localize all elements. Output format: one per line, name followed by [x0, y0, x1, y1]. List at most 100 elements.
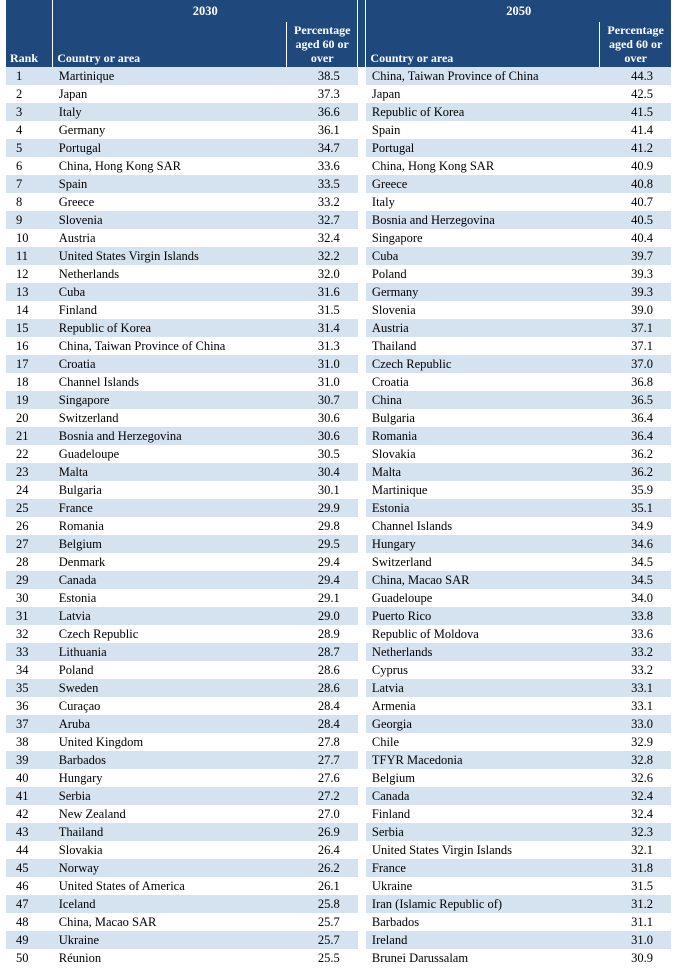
cell-separator [358, 319, 366, 337]
cell-country-2030: Republic of Korea [53, 319, 287, 337]
cell-pct-2050: 32.9 [600, 733, 671, 751]
cell-rank: 32 [6, 625, 53, 643]
table-row: 25France29.9Estonia35.1 [6, 499, 671, 517]
table-row: 10Austria32.4Singapore40.4 [6, 229, 671, 247]
cell-pct-2050: 30.9 [600, 949, 671, 967]
table-row: 15Republic of Korea31.4Austria37.1 [6, 319, 671, 337]
cell-separator [358, 193, 366, 211]
table-row: 36Curaçao28.4Armenia33.1 [6, 697, 671, 715]
cell-country-2030: China, Taiwan Province of China [53, 337, 287, 355]
cell-separator [358, 265, 366, 283]
cell-pct-2030: 26.4 [287, 841, 358, 859]
table-row: 42New Zealand27.0Finland32.4 [6, 805, 671, 823]
cell-country-2030: Bosnia and Herzegovina [53, 427, 287, 445]
cell-country-2030: Switzerland [53, 409, 287, 427]
cell-rank: 2 [6, 85, 53, 103]
table-row: 43Thailand26.9Serbia32.3 [6, 823, 671, 841]
cell-rank: 29 [6, 571, 53, 589]
cell-pct-2030: 36.6 [287, 103, 358, 121]
cell-pct-2030: 30.6 [287, 409, 358, 427]
cell-rank: 17 [6, 355, 53, 373]
cell-separator [358, 481, 366, 499]
cell-pct-2050: 41.2 [600, 139, 671, 157]
table-row: 16China, Taiwan Province of China31.3Tha… [6, 337, 671, 355]
cell-rank: 37 [6, 715, 53, 733]
cell-pct-2050: 35.9 [600, 481, 671, 499]
table-row: 48China, Macao SAR25.7Barbados31.1 [6, 913, 671, 931]
header-separator [358, 0, 366, 22]
cell-separator [358, 841, 366, 859]
cell-separator [358, 643, 366, 661]
header-country-2030: Country or area [53, 22, 287, 67]
aging-table: 2030 2050 Rank Country or area Percentag… [6, 0, 671, 967]
cell-country-2030: Greece [53, 193, 287, 211]
cell-pct-2030: 29.5 [287, 535, 358, 553]
cell-rank: 34 [6, 661, 53, 679]
cell-pct-2050: 33.0 [600, 715, 671, 733]
cell-separator [358, 895, 366, 913]
cell-country-2030: Hungary [53, 769, 287, 787]
cell-separator [358, 787, 366, 805]
header-separator [358, 22, 366, 67]
cell-pct-2050: 37.1 [600, 337, 671, 355]
cell-pct-2030: 27.2 [287, 787, 358, 805]
cell-country-2050: Slovenia [366, 301, 600, 319]
table-row: 6China, Hong Kong SAR33.6China, Hong Kon… [6, 157, 671, 175]
header-pct-2050: Percentage aged 60 or over [600, 22, 671, 67]
table-row: 28Denmark29.4Switzerland34.5 [6, 553, 671, 571]
cell-country-2030: Austria [53, 229, 287, 247]
table-body: 1Martinique38.5China, Taiwan Province of… [6, 67, 671, 967]
cell-country-2030: Aruba [53, 715, 287, 733]
cell-pct-2030: 31.5 [287, 301, 358, 319]
cell-country-2050: China [366, 391, 600, 409]
cell-country-2030: Channel Islands [53, 373, 287, 391]
cell-pct-2030: 30.4 [287, 463, 358, 481]
cell-rank: 44 [6, 841, 53, 859]
cell-pct-2050: 33.2 [600, 661, 671, 679]
table-row: 3Italy36.6Republic of Korea41.5 [6, 103, 671, 121]
cell-rank: 28 [6, 553, 53, 571]
cell-pct-2050: 31.2 [600, 895, 671, 913]
cell-separator [358, 391, 366, 409]
table-row: 21Bosnia and Herzegovina30.6Romania36.4 [6, 427, 671, 445]
cell-country-2050: China, Hong Kong SAR [366, 157, 600, 175]
cell-rank: 21 [6, 427, 53, 445]
cell-separator [358, 67, 366, 85]
cell-country-2050: Iran (Islamic Republic of) [366, 895, 600, 913]
cell-separator [358, 229, 366, 247]
cell-rank: 31 [6, 607, 53, 625]
cell-country-2050: Czech Republic [366, 355, 600, 373]
cell-pct-2030: 31.0 [287, 373, 358, 391]
cell-separator [358, 931, 366, 949]
cell-country-2030: Finland [53, 301, 287, 319]
cell-country-2050: Puerto Rico [366, 607, 600, 625]
cell-country-2050: Netherlands [366, 643, 600, 661]
cell-separator [358, 697, 366, 715]
cell-separator [358, 571, 366, 589]
cell-pct-2050: 34.5 [600, 553, 671, 571]
year-header-blank [6, 0, 53, 22]
cell-separator [358, 499, 366, 517]
table-row: 39Barbados27.7TFYR Macedonia32.8 [6, 751, 671, 769]
year-header-2030: 2030 [53, 0, 358, 22]
cell-pct-2030: 28.6 [287, 661, 358, 679]
cell-country-2030: Netherlands [53, 265, 287, 283]
cell-country-2050: Brunei Darussalam [366, 949, 600, 967]
cell-country-2030: Martinique [53, 67, 287, 85]
cell-country-2030: United States Virgin Islands [53, 247, 287, 265]
cell-country-2030: Spain [53, 175, 287, 193]
cell-country-2030: Poland [53, 661, 287, 679]
header-rank-label: Rank [10, 51, 38, 65]
cell-country-2030: Réunion [53, 949, 287, 967]
cell-country-2050: Switzerland [366, 553, 600, 571]
cell-pct-2050: 32.4 [600, 805, 671, 823]
cell-separator [358, 139, 366, 157]
cell-rank: 13 [6, 283, 53, 301]
cell-country-2030: New Zealand [53, 805, 287, 823]
cell-country-2050: France [366, 859, 600, 877]
cell-pct-2050: 40.9 [600, 157, 671, 175]
cell-country-2030: Malta [53, 463, 287, 481]
cell-country-2050: Poland [366, 265, 600, 283]
cell-separator [358, 355, 366, 373]
cell-rank: 38 [6, 733, 53, 751]
